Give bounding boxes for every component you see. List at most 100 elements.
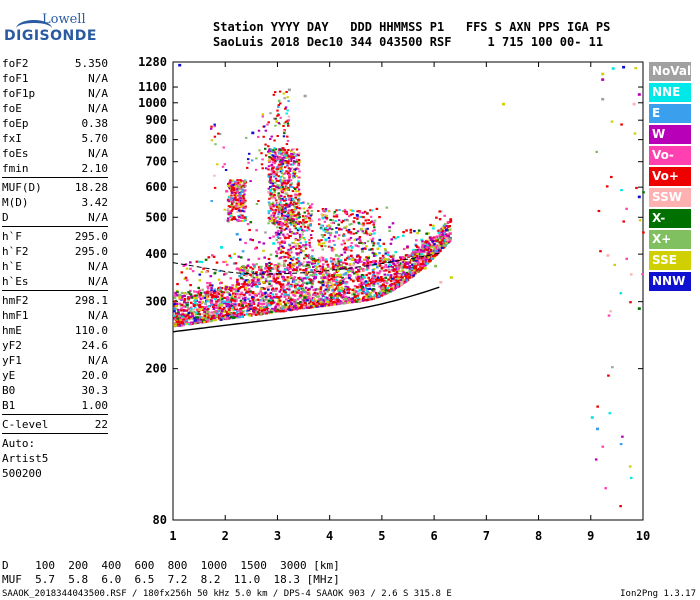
digisonde-logo: Lowell DIGISONDE [2, 4, 172, 54]
echo-point [283, 278, 287, 281]
echo-point [244, 302, 247, 305]
echo-point [334, 220, 337, 222]
echo-point [248, 303, 251, 306]
echo-point [309, 305, 313, 308]
echo-point [380, 294, 383, 297]
echo-point [216, 163, 219, 166]
echo-point [273, 194, 276, 197]
echo-point [220, 290, 224, 293]
echo-point [440, 246, 444, 250]
echo-point [286, 188, 290, 191]
echo-point [391, 266, 394, 269]
echo-point [442, 246, 445, 249]
echo-point [278, 309, 282, 312]
echo-point [306, 202, 310, 205]
echo-point [228, 187, 232, 190]
echo-point [379, 287, 383, 290]
echo-point [298, 197, 301, 200]
echo-point [283, 228, 286, 231]
echo-point [252, 302, 256, 305]
echo-point [270, 169, 274, 172]
echo-point [441, 239, 445, 242]
echo-point [239, 310, 242, 313]
echo-point [290, 156, 294, 159]
echo-point [198, 316, 202, 319]
echo-point [383, 257, 386, 260]
echo-point [271, 182, 275, 185]
echo-point [372, 274, 375, 277]
echo-point [290, 194, 293, 197]
echo-point [285, 170, 288, 173]
echo-point [235, 191, 238, 194]
param-key: hmF2 [2, 294, 29, 307]
param-value: N/A [88, 102, 108, 115]
echo-point [206, 300, 209, 303]
echo-point [322, 229, 325, 232]
echo-point [301, 233, 304, 236]
echo-point [360, 274, 364, 277]
echo-point [295, 167, 298, 170]
echo-point [373, 275, 377, 278]
echo-point [321, 257, 325, 260]
echo-point [340, 253, 343, 256]
echo-point [282, 211, 285, 214]
echo-point [219, 317, 223, 320]
echo-point [280, 195, 283, 198]
echo-point [294, 202, 297, 205]
echo-point [185, 322, 188, 326]
echo-point [287, 196, 291, 198]
echo-point [294, 263, 297, 266]
echo-point [334, 294, 337, 297]
data-point-vominus [293, 298, 297, 302]
echo-point [286, 122, 290, 125]
data-point-xplus [361, 250, 364, 253]
echo-point [310, 237, 313, 239]
echo-point [293, 205, 296, 208]
echo-point [390, 238, 393, 241]
echo-point [303, 245, 306, 248]
echo-point [295, 175, 298, 177]
echo-point [213, 317, 216, 320]
echo-point [396, 262, 399, 265]
echo-point [263, 312, 266, 315]
echo-point [620, 189, 623, 192]
echo-point [282, 135, 286, 138]
echo-point [332, 295, 336, 298]
echo-point [262, 242, 266, 245]
echo-point [291, 155, 295, 158]
echo-point [344, 218, 347, 221]
echo-point [306, 261, 309, 264]
echo-point [195, 311, 198, 314]
echo-point [215, 300, 218, 303]
echo-point [288, 203, 292, 206]
echo-point [642, 191, 645, 194]
echo-point [224, 260, 227, 263]
echo-point [327, 236, 331, 239]
echo-point [367, 296, 370, 299]
echo-point [337, 237, 340, 240]
echo-point [289, 211, 292, 214]
echo-point [314, 304, 318, 308]
echo-point [231, 284, 234, 287]
echo-point [285, 152, 288, 155]
echo-point [370, 282, 373, 285]
echo-point [378, 270, 382, 273]
echo-point [270, 194, 273, 197]
echo-point [409, 228, 413, 231]
echo-point [282, 148, 285, 151]
echo-point [351, 293, 354, 296]
echo-point [267, 210, 270, 213]
echo-point [273, 212, 277, 215]
echo-point [182, 294, 185, 298]
echo-point [219, 305, 222, 308]
echo-point [279, 218, 282, 220]
echo-point [437, 231, 441, 234]
echo-point [283, 295, 287, 298]
echo-point [244, 205, 247, 208]
echo-point [220, 297, 224, 300]
echo-point [333, 265, 337, 268]
echo-point [291, 241, 294, 244]
echo-point [235, 205, 238, 208]
echo-point [257, 129, 261, 132]
echo-point [293, 162, 296, 165]
